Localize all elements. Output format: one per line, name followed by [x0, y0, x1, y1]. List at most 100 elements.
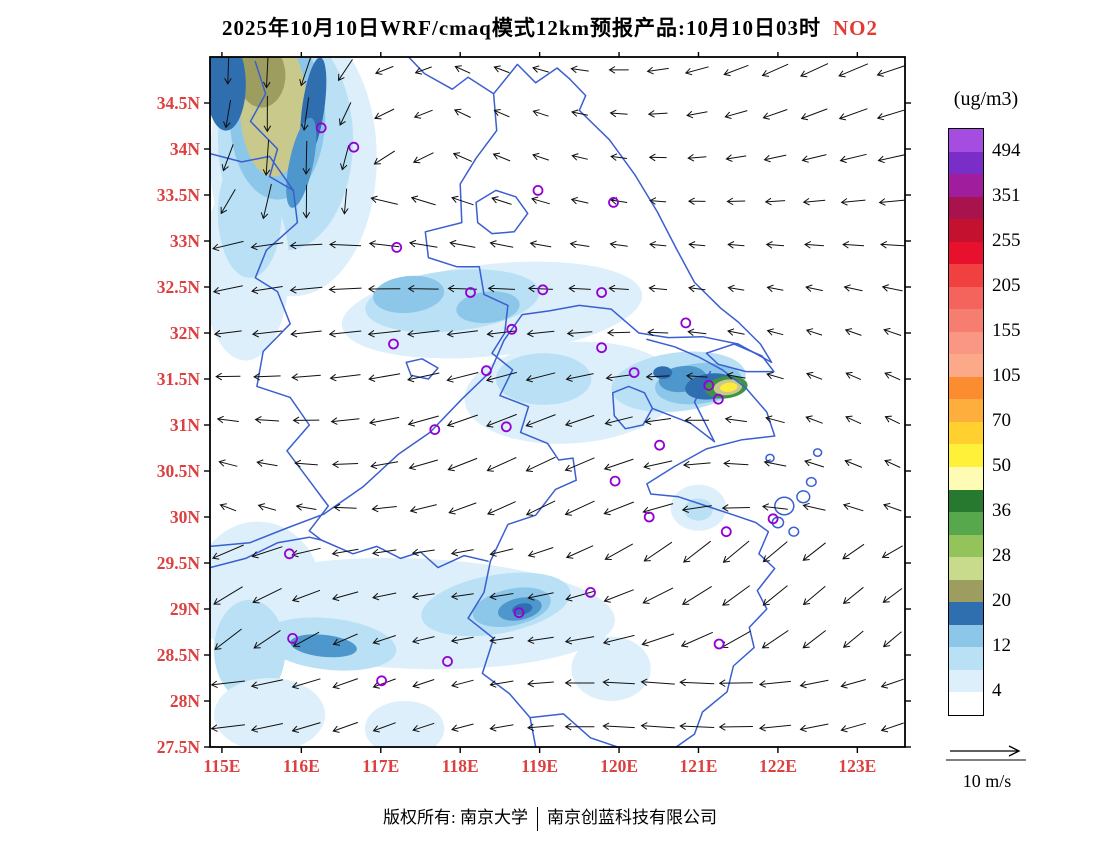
wind-arrow: [212, 285, 243, 295]
wind-arrow: [880, 722, 904, 733]
wind-arrow: [449, 239, 476, 248]
wind-arrow: [805, 328, 823, 336]
wind-arrow: [215, 372, 241, 381]
station-marker: [537, 284, 549, 296]
wind-arrow: [762, 585, 788, 606]
wind-arrow: [493, 65, 510, 74]
wind-arrow: [407, 372, 440, 383]
wind-arrow: [340, 145, 350, 171]
colorbar-segment: [949, 264, 983, 287]
wind-arrow: [564, 500, 595, 516]
wind-arrow: [839, 153, 867, 164]
wind-arrow: [411, 548, 435, 557]
wind-arrow: [726, 197, 746, 206]
colorbar-segment: [949, 602, 983, 625]
colorbar-value-label: 155: [992, 319, 1021, 341]
concentration-fills: [210, 57, 748, 747]
wind-arrow: [328, 330, 362, 338]
colorbar-value-label: 255: [992, 229, 1021, 251]
wind-arrow: [649, 197, 667, 205]
province-boundary: [210, 536, 489, 569]
wind-arrow: [644, 417, 672, 425]
wind-arrow: [802, 502, 826, 511]
copyright-company: 南京创蓝科技有限公司: [546, 808, 717, 827]
wind-arrow: [223, 99, 232, 129]
wind-arrow: [763, 154, 787, 163]
wind-arrow: [880, 678, 904, 689]
colorbar-segment: [949, 579, 983, 603]
station-marker: [643, 511, 655, 523]
copyright-owner: 版权所有: 南京大学: [383, 808, 528, 827]
wind-arrow: [341, 188, 349, 215]
wind-arrow: [758, 680, 791, 688]
station-marker: [713, 638, 725, 650]
wind-arrow: [263, 95, 272, 133]
wind-arrow: [727, 241, 745, 249]
wind-arrow: [608, 66, 629, 74]
wind-arrow: [758, 724, 791, 732]
wind-arrow: [882, 502, 902, 512]
lat-axis-label: 32N: [170, 323, 201, 343]
wind-arrow: [682, 460, 711, 469]
wind-arrow: [302, 184, 311, 219]
wind-arrow: [224, 57, 232, 85]
wind-arrow: [291, 589, 321, 603]
wind-arrow: [527, 636, 554, 645]
wind-arrow: [410, 195, 436, 206]
wind-arrow: [371, 504, 397, 513]
wind-arrow: [602, 634, 635, 646]
wind-arrow: [647, 328, 669, 337]
station-marker: [376, 675, 388, 687]
wind-arrow: [565, 590, 594, 602]
concentration-fill: [653, 366, 673, 379]
lon-axis-label: 122E: [759, 756, 797, 776]
wind-arrow: [451, 679, 474, 689]
wind-arrow: [486, 457, 517, 472]
wind-arrow: [608, 284, 629, 293]
wind-arrow: [489, 240, 514, 248]
island-outline: [788, 526, 800, 537]
wind-arrow: [260, 183, 272, 220]
wind-arrow: [724, 110, 748, 119]
lon-axis-label: 119E: [521, 756, 558, 776]
wind-arrow: [564, 414, 595, 427]
wind-arrow: [292, 416, 320, 425]
station-marker: [703, 379, 715, 391]
wind-arrow: [643, 460, 673, 470]
wind-arrow: [446, 330, 478, 338]
wind-arrow: [726, 371, 746, 380]
wind-arrow: [845, 371, 862, 381]
wind-arrow: [727, 284, 745, 293]
concentration-fill: [373, 275, 445, 314]
wind-arrows: [210, 57, 905, 733]
wind-arrow: [604, 543, 634, 560]
wind-arrow: [840, 198, 866, 206]
wind-arrow: [882, 588, 903, 603]
wind-arrow: [569, 240, 590, 249]
wind-arrow: [446, 372, 479, 383]
wind-arrow: [289, 241, 323, 250]
wind-arrow: [408, 459, 438, 471]
wind-arrow: [214, 628, 242, 651]
wind-arrow: [372, 722, 396, 733]
wind-arrow: [609, 109, 628, 118]
station-marker: [608, 196, 619, 208]
wind-arrow: [527, 592, 554, 601]
lake-outline: [705, 343, 775, 373]
island-outline: [765, 453, 775, 463]
colorbar-segment: [949, 219, 983, 242]
lat-axis-label: 29N: [170, 599, 201, 619]
wind-arrow: [489, 592, 514, 601]
wind-arrow: [684, 66, 709, 76]
province-boundary: [249, 60, 330, 541]
wind-arrow: [680, 631, 714, 648]
wind-arrow: [485, 371, 517, 383]
wind-arrow: [724, 415, 747, 424]
wind-arrow: [210, 680, 245, 689]
wind-arrow: [843, 284, 863, 292]
wind-arrow: [571, 153, 588, 161]
wind-arrow: [291, 678, 321, 690]
wind-arrow: [372, 592, 397, 601]
station-marker: [680, 317, 692, 329]
wind-arrow: [532, 109, 549, 117]
